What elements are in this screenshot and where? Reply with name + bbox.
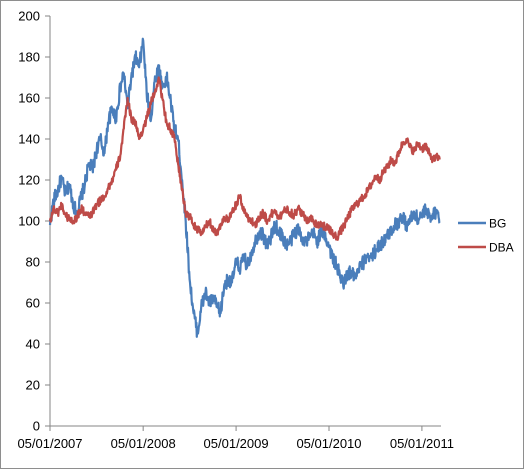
y-tick-label: 140 — [18, 132, 40, 147]
y-tick-label: 120 — [18, 173, 40, 188]
y-tick-label: 200 — [18, 9, 40, 24]
y-tick-label: 80 — [26, 255, 40, 270]
series-line-dba — [48, 76, 441, 241]
legend-label-dba: DBA — [489, 241, 514, 255]
plot-area — [48, 37, 441, 338]
x-tick-label: 05/01/2011 — [390, 436, 454, 451]
y-tick-label: 60 — [26, 296, 40, 311]
y-tick-label: 20 — [26, 378, 40, 393]
x-tick-label: 05/01/2007 — [17, 436, 82, 451]
axes: 0 20 40 60 80 100 120 140 160 180 200 05/01/2007 05/… — [17, 9, 454, 452]
y-tick-label: 40 — [26, 337, 40, 352]
y-tick-label: 180 — [18, 50, 40, 65]
legend-label-bg: BG — [489, 217, 506, 231]
x-tick-label: 05/01/2010 — [296, 436, 361, 451]
x-tick-label: 05/01/2008 — [111, 436, 176, 451]
y-tick-label: 0 — [33, 419, 40, 434]
y-tick-label: 160 — [18, 91, 40, 106]
y-tick-label: 100 — [18, 214, 40, 229]
x-tick-label: 05/01/2009 — [204, 436, 269, 451]
legend: BG DBA — [458, 217, 514, 255]
series-line-bg — [48, 37, 441, 338]
